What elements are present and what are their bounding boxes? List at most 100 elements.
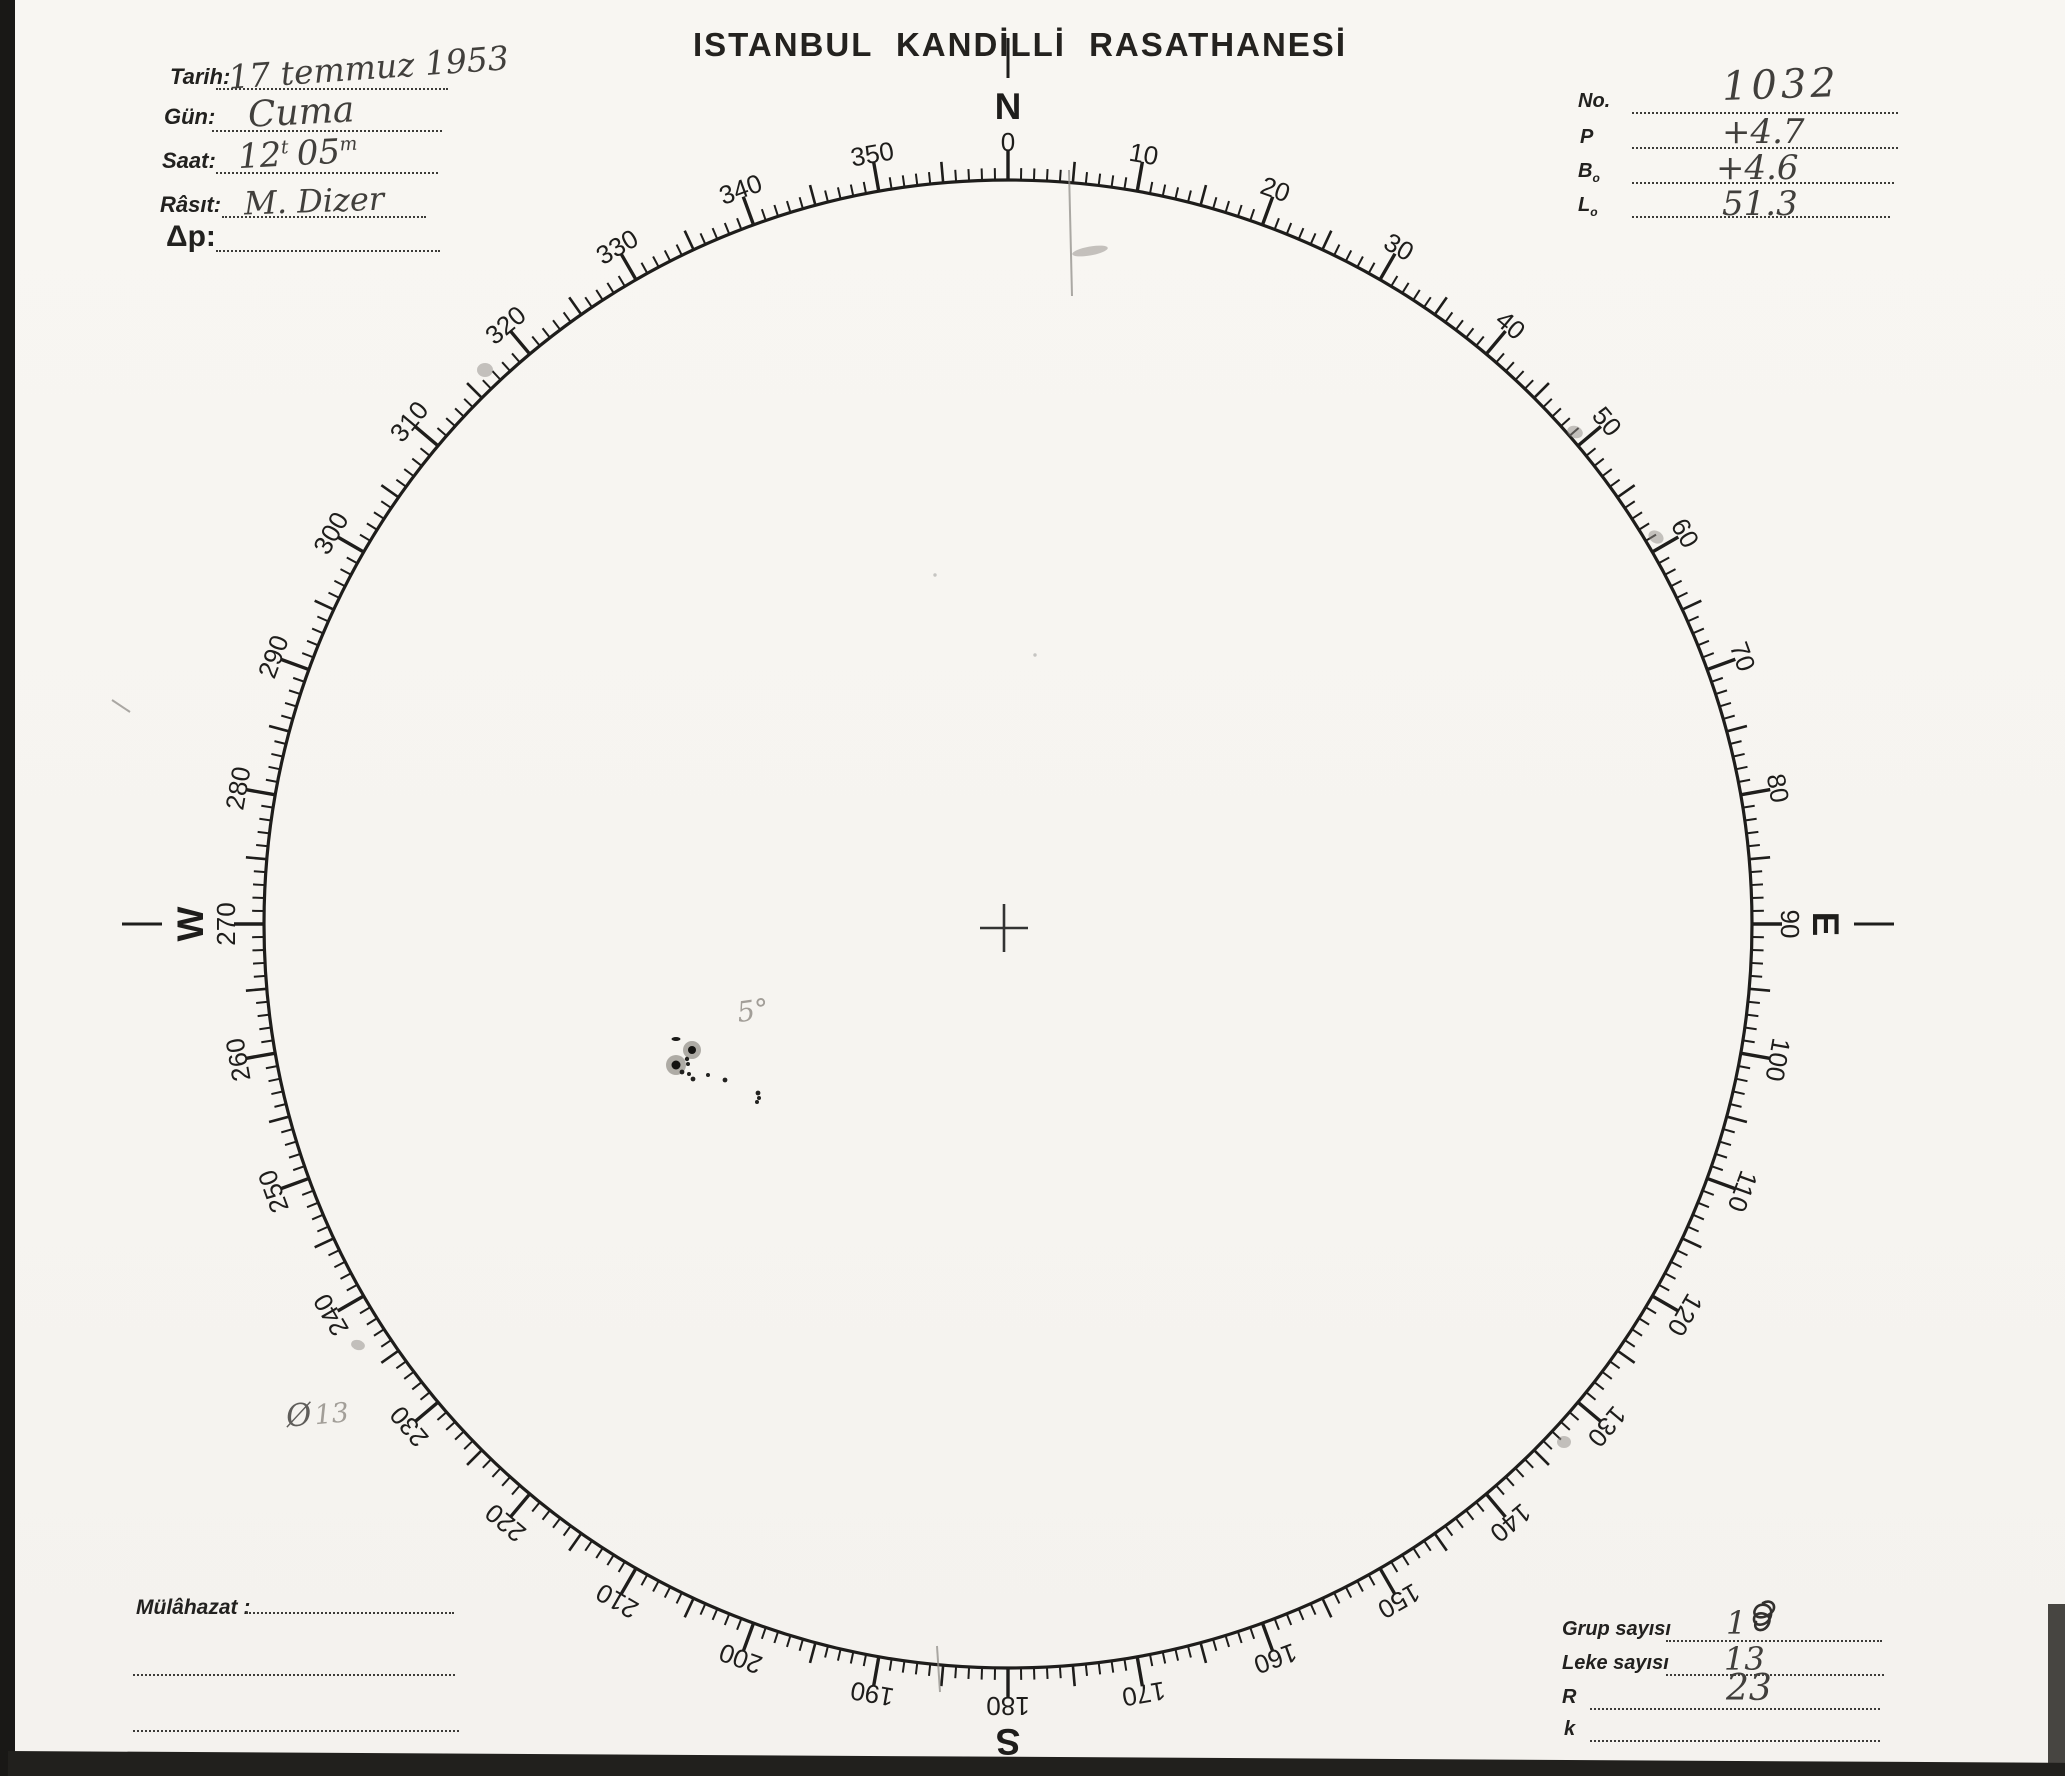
degree-tick xyxy=(1465,327,1475,339)
degree-tick xyxy=(1071,1665,1076,1687)
degree-tick xyxy=(1367,262,1376,274)
degree-tick xyxy=(568,1532,583,1552)
degree-tick xyxy=(445,1421,456,1431)
degree-tick xyxy=(1749,987,1771,992)
saat-value: 12t 05m xyxy=(237,131,359,177)
degree-tick xyxy=(967,168,971,182)
sunspot-group-designation: Ø13 xyxy=(285,1393,351,1435)
degree-tick xyxy=(1212,197,1218,210)
degree-tick xyxy=(359,1306,371,1315)
degree-tick xyxy=(380,500,392,509)
degree-tick xyxy=(723,222,731,235)
degree-tick xyxy=(862,181,868,194)
degree-tick xyxy=(257,1013,270,1018)
degree-label: 350 xyxy=(848,135,896,172)
degree-tick xyxy=(1706,657,1736,672)
degree-tick xyxy=(1732,752,1745,758)
sunspot-pore xyxy=(686,1062,690,1066)
grup-sayisi-dotted-line xyxy=(1666,1640,1882,1642)
degree-tick xyxy=(403,468,415,478)
degree-tick xyxy=(366,522,378,531)
degree-tick xyxy=(1609,1360,1621,1370)
degree-tick xyxy=(328,591,340,599)
degree-tick xyxy=(914,1662,919,1675)
degree-tick xyxy=(562,311,572,323)
degree-label: 50 xyxy=(1586,401,1628,442)
degree-tick xyxy=(1676,591,1688,599)
degree-tick xyxy=(1719,702,1732,708)
grup-sayisi-label: Grup sayısı xyxy=(1562,1618,1671,1640)
degree-tick xyxy=(1174,187,1180,200)
degree-tick xyxy=(288,1152,301,1159)
degree-tick xyxy=(1651,535,1680,554)
degree-tick xyxy=(1390,1561,1399,1573)
degree-tick xyxy=(1729,740,1742,745)
degree-tick xyxy=(619,252,638,281)
degree-tick xyxy=(1711,676,1724,683)
remarks-dotted-line-2 xyxy=(133,1674,455,1676)
cardinal-label-e: E xyxy=(1805,912,1846,937)
degree-tick xyxy=(1593,1381,1605,1391)
degree-tick xyxy=(466,382,483,399)
degree-tick xyxy=(1187,190,1192,203)
degree-tick xyxy=(1224,200,1230,213)
degree-label: 230 xyxy=(384,1400,435,1453)
degree-tick xyxy=(411,1381,423,1391)
degree-tick xyxy=(663,1586,672,1599)
degree-tick xyxy=(683,230,695,251)
degree-tick xyxy=(336,535,365,554)
sunspot-pore xyxy=(690,1076,696,1082)
degree-tick xyxy=(940,161,945,183)
degree-tick xyxy=(259,1026,272,1031)
degree-tick xyxy=(1609,478,1621,488)
degree-label: 330 xyxy=(591,223,644,271)
degree-tick xyxy=(606,282,615,294)
degree-tick xyxy=(1638,1317,1650,1326)
degree-tick xyxy=(683,1597,695,1618)
degree-tick xyxy=(652,256,660,268)
degree-tick xyxy=(736,217,743,230)
saat-hours: 12 xyxy=(237,134,283,178)
degree-label: 180 xyxy=(986,1691,1029,1721)
sunspot-pore xyxy=(687,1072,691,1076)
degree-label: 100 xyxy=(1759,1036,1796,1084)
saat-minutes: 05 xyxy=(295,131,342,175)
degree-tick xyxy=(1465,1509,1475,1521)
degree-tick xyxy=(1746,830,1759,835)
degree-tick xyxy=(1638,522,1650,531)
degree-tick xyxy=(1260,196,1275,226)
degree-tick xyxy=(1174,1648,1180,1661)
degree-tick xyxy=(292,676,305,683)
degree-tick xyxy=(595,1547,604,1559)
pencil-smudge xyxy=(351,1339,365,1351)
degree-label: 90 xyxy=(1775,910,1805,939)
k-dotted-line xyxy=(1590,1740,1880,1742)
degree-tick xyxy=(373,1328,385,1337)
degree-tick xyxy=(1199,1642,1208,1664)
paper-speck xyxy=(1033,653,1037,657)
degree-tick xyxy=(311,1213,324,1221)
degree-tick xyxy=(413,425,440,448)
degree-tick xyxy=(311,627,324,635)
degree-tick xyxy=(245,787,276,797)
degree-tick xyxy=(1551,407,1562,418)
degree-tick xyxy=(940,1665,945,1687)
degree-tick xyxy=(268,765,281,771)
sunspot-pore xyxy=(671,1037,681,1041)
degree-tick xyxy=(1711,1165,1724,1172)
pencil-line-mark xyxy=(1068,169,1073,297)
degree-tick xyxy=(316,1225,329,1233)
degree-label: 190 xyxy=(848,1675,896,1712)
degree-tick xyxy=(808,184,817,206)
degree-tick xyxy=(1750,974,1763,978)
degree-tick xyxy=(824,1645,829,1658)
paper-speck xyxy=(933,573,937,577)
degree-tick xyxy=(1593,457,1605,467)
degree-label: 270 xyxy=(211,902,241,945)
r-value: 23 xyxy=(1726,1668,1772,1709)
degree-tick xyxy=(256,1000,269,1005)
saat-minutes-unit: m xyxy=(339,133,358,156)
l0-value: 51.3 xyxy=(1722,184,1798,224)
degree-tick xyxy=(1423,1540,1432,1552)
